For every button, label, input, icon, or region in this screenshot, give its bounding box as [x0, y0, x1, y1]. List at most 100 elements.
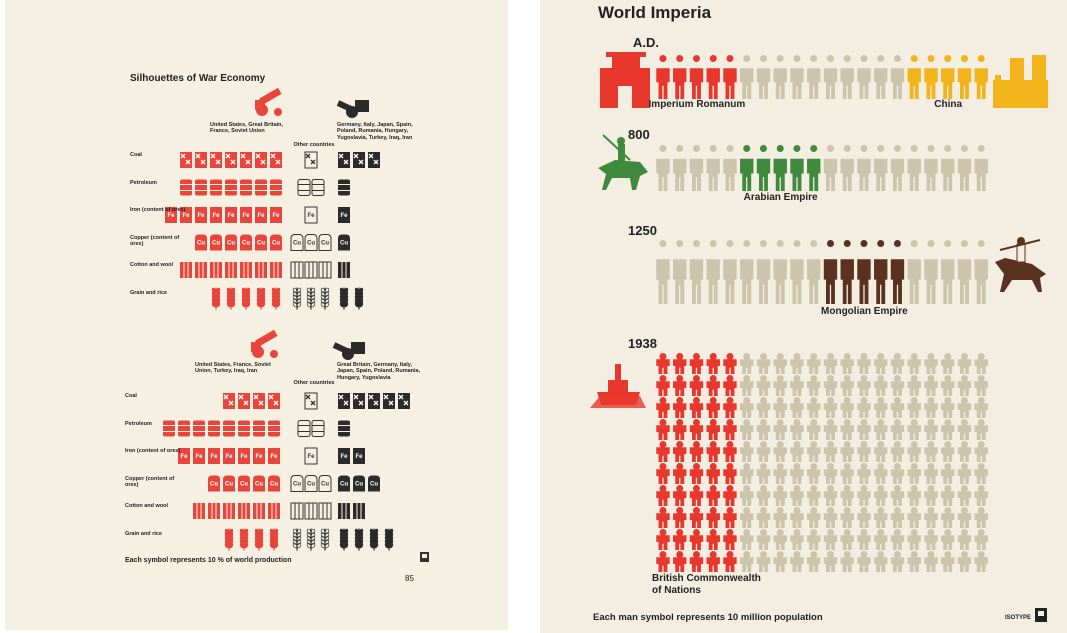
barrel	[270, 180, 282, 196]
bale	[353, 503, 365, 519]
ore-symbol: Cu	[255, 482, 263, 488]
man-symbol	[908, 529, 921, 550]
ore-symbol: Fe	[340, 454, 348, 460]
column-header: Great Britain, Germany, Italy, Japan, Sp…	[337, 362, 427, 381]
barrel	[223, 421, 235, 437]
symbol-icon	[353, 503, 365, 519]
ore-symbol: Fe	[355, 454, 363, 460]
man-symbol	[891, 419, 904, 440]
man-symbol	[824, 353, 837, 374]
man-symbol	[841, 485, 854, 506]
symbol-icon: Fe	[338, 448, 350, 464]
man-symbol	[975, 145, 988, 191]
row-label: Copper (content of ores)	[130, 235, 190, 248]
man-symbol	[690, 397, 703, 418]
man-symbol	[723, 353, 736, 374]
symbol-icon: Fe	[240, 207, 252, 223]
man-symbol	[824, 419, 837, 440]
ore-symbol: Fe	[257, 213, 265, 219]
symbol-icon: Cu	[268, 476, 280, 492]
man-symbol	[857, 145, 870, 191]
man-symbol	[958, 507, 971, 528]
symbol-icon	[369, 528, 378, 550]
man-symbol	[790, 507, 803, 528]
man-symbol	[673, 529, 686, 550]
man-symbol	[908, 375, 921, 396]
man-symbol	[790, 419, 803, 440]
ore-symbol: Fe	[242, 213, 250, 219]
man-symbol	[874, 419, 887, 440]
row-label: Grain and rice	[125, 531, 185, 537]
bale	[305, 262, 317, 278]
symbol-icon	[305, 503, 317, 519]
symbol-icon	[253, 503, 265, 519]
symbol-icon	[338, 393, 350, 409]
ore-symbol: Cu	[242, 241, 250, 247]
symbol-icon	[398, 393, 410, 409]
symbol-icon	[238, 503, 250, 519]
symbol-icon	[255, 152, 267, 168]
man-symbol	[908, 419, 921, 440]
man-symbol	[941, 353, 954, 374]
man-symbol	[874, 145, 887, 191]
man-symbol	[757, 419, 770, 440]
man-symbol	[924, 397, 937, 418]
man-symbol	[891, 375, 904, 396]
man-symbol	[841, 55, 854, 99]
symbol-icon	[253, 393, 265, 409]
man-symbol	[707, 507, 720, 528]
man-symbol	[774, 353, 787, 374]
symbol-icon: Fe	[255, 207, 267, 223]
man-symbol	[774, 485, 787, 506]
symbol-icon	[195, 180, 207, 196]
year-label: A.D.	[633, 36, 659, 51]
man-symbol	[975, 55, 988, 99]
column-header: United States, France, Soviet Union, Tur…	[195, 362, 275, 375]
man-symbol	[807, 375, 820, 396]
symbol-icon: Cu	[238, 476, 250, 492]
man-symbol	[673, 55, 686, 99]
man-symbol	[757, 463, 770, 484]
man-symbol	[941, 397, 954, 418]
symbol-icon	[384, 528, 393, 550]
man-symbol	[857, 529, 870, 550]
symbol-icon	[193, 421, 205, 437]
man-symbol	[673, 375, 686, 396]
man-symbol	[924, 240, 937, 304]
symbol-icon	[354, 528, 363, 550]
man-symbol	[707, 353, 720, 374]
man-symbol	[924, 485, 937, 506]
symbol-icon	[240, 262, 252, 278]
bale	[208, 503, 220, 519]
ship-icon	[590, 364, 646, 408]
man-symbol	[774, 463, 787, 484]
barrel	[238, 421, 250, 437]
symbol-icon: Cu	[338, 235, 350, 251]
man-symbol	[975, 551, 988, 572]
man-symbol	[824, 240, 837, 304]
man-symbol	[740, 353, 753, 374]
bale	[210, 262, 222, 278]
man-symbol	[958, 353, 971, 374]
symbol-icon	[354, 287, 363, 309]
man-symbol	[740, 419, 753, 440]
man-symbol	[874, 375, 887, 396]
barrel	[240, 180, 252, 196]
man-symbol	[924, 441, 937, 462]
symbol-icon: Fe	[225, 207, 237, 223]
man-symbol	[841, 375, 854, 396]
symbol-icon	[298, 180, 310, 196]
man-symbol	[656, 353, 669, 374]
man-symbol	[740, 375, 753, 396]
man-symbol	[891, 240, 904, 304]
symbol-icon	[210, 180, 222, 196]
row-label: Petroleum	[130, 180, 190, 186]
man-symbol	[723, 441, 736, 462]
man-symbol	[740, 55, 753, 99]
man-symbol	[857, 375, 870, 396]
symbol-icon	[238, 421, 250, 437]
man-symbol	[941, 529, 954, 550]
man-symbol	[757, 353, 770, 374]
man-symbol	[707, 551, 720, 572]
man-symbol	[690, 375, 703, 396]
